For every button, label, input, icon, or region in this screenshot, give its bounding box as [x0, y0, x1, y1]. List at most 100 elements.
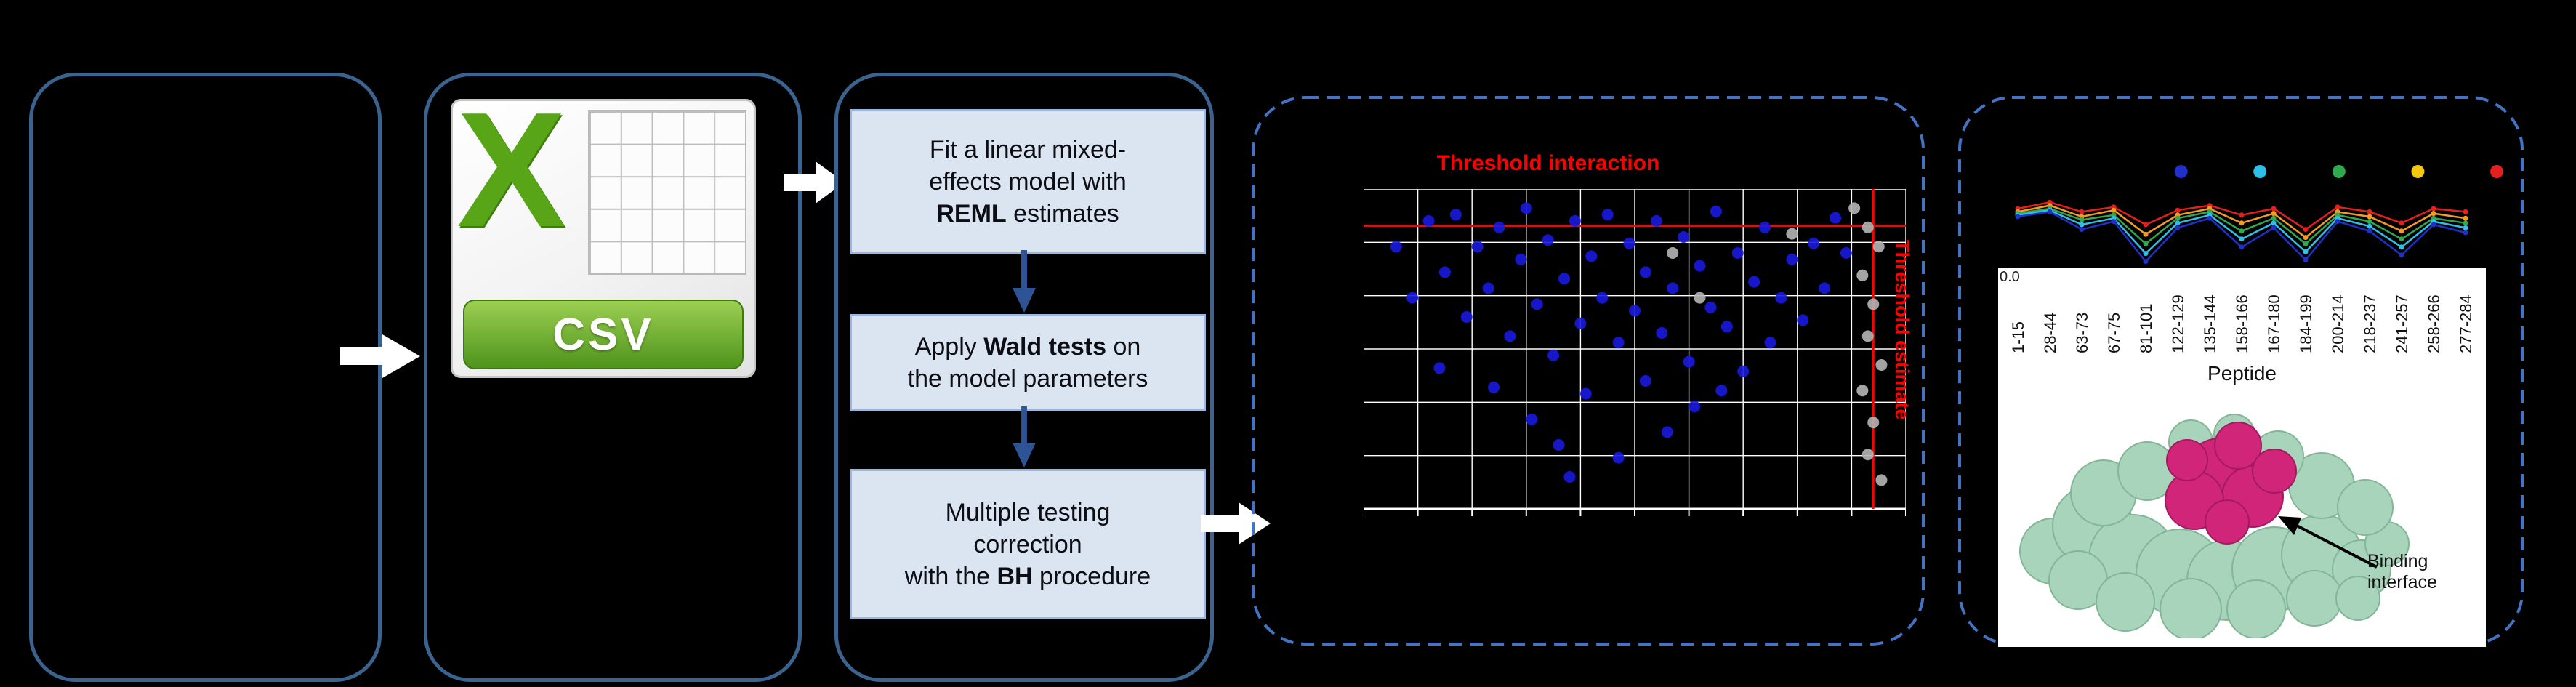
- dashed-border: [1252, 96, 1925, 646]
- uptake-point: [2463, 225, 2468, 230]
- uptake-line-chart: [2015, 165, 2504, 265]
- uptake-point: [2079, 227, 2085, 233]
- peptide-tick-label: 63-73: [2073, 312, 2091, 353]
- scatter-point: [1678, 231, 1690, 243]
- step-reml-text: Fit a linear mixed- effects model with R…: [929, 136, 1127, 228]
- interaction-scatter-plot: [1364, 189, 1906, 516]
- uptake-point: [2111, 219, 2117, 225]
- peptide-tick-label: 158-166: [2233, 294, 2251, 353]
- uptake-point: [2335, 219, 2340, 225]
- scatter-point: [1547, 349, 1560, 361]
- peptide-tick-label: 200-214: [2329, 294, 2347, 353]
- scatter-point: [1848, 202, 1861, 214]
- threshold-interaction-label: Threshold interaction: [1436, 151, 1660, 175]
- uptake-point: [2367, 219, 2372, 225]
- scatter-point: [1856, 269, 1869, 281]
- peptide-tick-label: 218-237: [2361, 294, 2379, 353]
- scatter-point: [1840, 247, 1852, 259]
- uptake-point: [2143, 251, 2149, 257]
- scatter-point: [1720, 321, 1733, 333]
- uptake-point: [2175, 220, 2181, 226]
- scatter-point: [1710, 205, 1722, 217]
- scatter-point: [1872, 241, 1885, 253]
- scatter-point: [1656, 327, 1668, 339]
- scatter-point: [1830, 212, 1842, 224]
- uptake-point: [2239, 212, 2245, 218]
- uptake-point: [2399, 220, 2404, 226]
- scatter-point: [1493, 221, 1505, 233]
- scatter-point: [1515, 253, 1527, 265]
- uptake-point: [2047, 209, 2053, 214]
- threshold-estimate-label: Threshold estimate: [1891, 240, 1913, 420]
- csv-file-icon: X CSV: [451, 87, 756, 378]
- binding-epitope: [2165, 422, 2297, 545]
- scatter-point: [1861, 330, 1874, 342]
- scatter-point: [1861, 221, 1874, 233]
- scatter-point: [1661, 426, 1673, 438]
- scatter-point: [1623, 237, 1635, 249]
- down-arrow-1-icon: [1013, 250, 1036, 313]
- csv-banner: CSV: [462, 300, 744, 370]
- scatter-point: [1504, 330, 1516, 342]
- uptake-point: [2175, 225, 2181, 230]
- uptake-point: [2239, 228, 2245, 234]
- uptake-point: [2079, 209, 2085, 214]
- scatter-point: [1775, 292, 1787, 304]
- scatter-point: [1759, 221, 1771, 233]
- step-bh-box: Multiple testing correction with the BH …: [850, 469, 1206, 619]
- scatter-point: [1731, 247, 1744, 259]
- scatter-point: [1433, 362, 1446, 374]
- uptake-point: [2143, 231, 2149, 237]
- uptake-point: [2175, 215, 2181, 221]
- scatter-point: [1786, 253, 1798, 265]
- scatter-point: [1861, 449, 1874, 461]
- uptake-point: [2239, 244, 2245, 250]
- step-model-box: Fit a linear mixed- effects model with R…: [834, 73, 1214, 682]
- uptake-point: [2399, 252, 2404, 258]
- uptake-point: [2271, 211, 2277, 217]
- scatter-point: [1449, 209, 1462, 221]
- step-reml-box: Fit a linear mixed- effects model with R…: [850, 109, 1206, 254]
- peptide-tick-label: 135-144: [2201, 294, 2219, 353]
- peptide-tick-label: 1-15: [2009, 321, 2027, 353]
- step-input-box: [29, 73, 382, 682]
- uptake-point: [2175, 207, 2181, 213]
- uptake-point: [2303, 241, 2309, 246]
- scatter-point: [1438, 266, 1451, 278]
- peptide-tick-label: 122-129: [2169, 294, 2187, 353]
- legend-dot: [2174, 165, 2188, 178]
- scatter-point: [1558, 273, 1571, 285]
- scatter-point: [1569, 215, 1581, 227]
- uptake-point: [2239, 220, 2245, 226]
- uptake-point: [2431, 222, 2436, 228]
- scatter-point: [1574, 317, 1587, 329]
- uptake-point: [2271, 215, 2277, 221]
- binding-interface-label: Binding interface: [2367, 551, 2437, 592]
- uptake-point: [2303, 257, 2309, 262]
- scatter-point: [1531, 298, 1543, 310]
- legend-dot: [2253, 165, 2267, 178]
- y-axis-tick-label: 0.0: [2000, 269, 2020, 285]
- scatter-point: [1819, 282, 1831, 294]
- scatter-point: [1808, 237, 1820, 249]
- peptide-tick-label: 81-101: [2137, 303, 2155, 353]
- scatter-point: [1460, 311, 1473, 323]
- uptake-point: [2367, 214, 2372, 220]
- uptake-point: [2079, 222, 2085, 228]
- flow-arrow-1-icon: [340, 334, 420, 378]
- scatter-point: [1526, 413, 1538, 425]
- scatter-point: [1406, 292, 1419, 304]
- uptake-point: [2303, 235, 2309, 241]
- scatter-point: [1390, 241, 1402, 253]
- scatter-point: [1579, 387, 1592, 400]
- scatter-point: [1520, 202, 1532, 214]
- uptake-point: [2239, 236, 2245, 242]
- results-peptide-panel: 0.0 1-15 28-44 63-73 67-75 81-101 122-129 135-…: [1957, 95, 2525, 647]
- spreadsheet-grid-icon: [588, 110, 747, 276]
- peptide-tick-label: 184-199: [2297, 294, 2315, 353]
- scatter-point: [1786, 228, 1798, 240]
- scatter-point: [1650, 215, 1662, 227]
- scatter-point: [1667, 282, 1679, 294]
- scatter-point: [1612, 337, 1625, 349]
